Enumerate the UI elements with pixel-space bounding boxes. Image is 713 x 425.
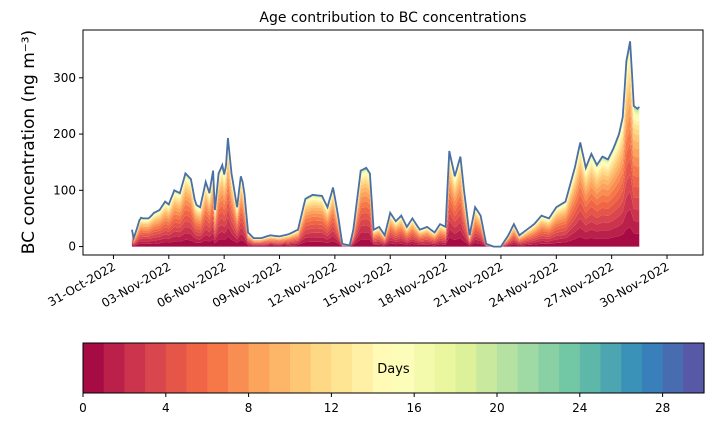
colorbar-tick-label: 28 (655, 401, 670, 415)
colorbar-segment (476, 343, 498, 393)
plot-frame (82, 29, 704, 256)
colorbar-segment (310, 343, 332, 393)
colorbar-segment (124, 343, 146, 393)
colorbar-segment (497, 343, 519, 393)
y-tick-label: 0 (68, 240, 76, 254)
colorbar-segment (331, 343, 353, 393)
colorbar-segment (248, 343, 270, 393)
total-concentration-line (131, 41, 640, 248)
x-axis-ticks: 31-Oct-202203-Nov-202206-Nov-202209-Nov-… (46, 255, 672, 310)
colorbar-tick-label: 16 (407, 401, 422, 415)
colorbar-segment (621, 343, 643, 393)
colorbar-label: Days (377, 362, 410, 377)
colorbar-segment (579, 343, 602, 393)
colorbar-tick-label: 24 (572, 401, 587, 415)
colorbar-segment (559, 343, 581, 393)
colorbar-segment (641, 343, 664, 393)
y-tick-label: 100 (53, 183, 76, 197)
colorbar-segment (352, 343, 374, 393)
colorbar-segment (455, 343, 477, 393)
y-axis-ticks: 0 100 200 300 (53, 71, 83, 254)
colorbar-segment (165, 343, 188, 393)
colorbar-segments (83, 343, 705, 393)
colorbar: Days 0 4 8 12 16 20 24 28 (79, 342, 705, 415)
colorbar-segment (103, 343, 125, 393)
colorbar-segment (662, 343, 684, 393)
stacked-areas (131, 41, 640, 247)
colorbar-segment (290, 343, 312, 393)
colorbar-tick-label: 4 (162, 401, 170, 415)
colorbar-segment (227, 343, 250, 393)
colorbar-tick-label: 8 (245, 401, 253, 415)
colorbar-segment (372, 343, 395, 393)
colorbar-segment (207, 343, 229, 393)
colorbar-segment (186, 343, 208, 393)
colorbar-segment (434, 343, 457, 393)
colorbar-frame (82, 342, 705, 394)
colorbar-tick-label: 0 (79, 401, 87, 415)
y-tick-label: 300 (53, 71, 76, 85)
colorbar-segment (414, 343, 436, 393)
age-layer-0 (131, 227, 640, 247)
colorbar-ticks: 0 4 8 12 16 20 24 28 (79, 393, 670, 415)
colorbar-segment (145, 343, 167, 393)
y-axis-label: BC concentration (ng m⁻³) (19, 30, 39, 254)
colorbar-tick-label: 12 (324, 401, 339, 415)
plot-area: 0 100 200 300 31-Oct-202203-Nov-202206-Nov-… (46, 29, 704, 310)
chart-title: Age contribution to BC concentrations (259, 10, 526, 26)
colorbar-segment (393, 343, 415, 393)
colorbar-tick-label: 20 (489, 401, 504, 415)
colorbar-segment (269, 343, 291, 393)
y-tick-label: 200 (53, 127, 76, 141)
colorbar-segment (83, 343, 105, 393)
colorbar-segment (538, 343, 560, 393)
colorbar-segment (600, 343, 622, 393)
colorbar-segment (517, 343, 539, 393)
colorbar-segment (683, 343, 705, 393)
